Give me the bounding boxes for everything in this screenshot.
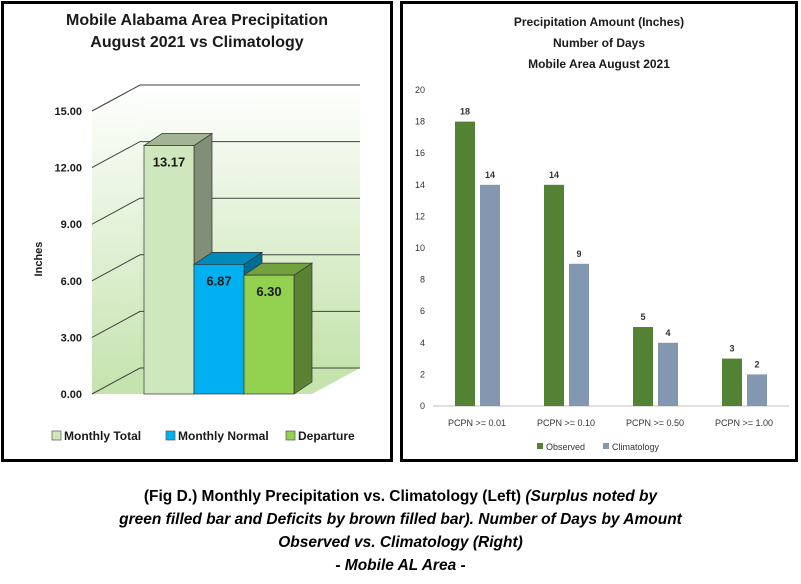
bar: 6.30 [242,262,314,395]
y-tick-label: 16 [415,148,425,158]
y-tick-label: 15.00 [54,106,82,118]
caption-line4-text: - Mobile AL Area - [335,557,466,574]
legend-label: Climatology [612,442,660,452]
bar [747,374,767,406]
left-chart: 13.17 6.87 6.30 0.00 3.00 6.00 9.00 12.00 15.00… [33,84,360,443]
bar [722,358,742,406]
legend-swatch [537,443,543,449]
bar-value-label: 14 [485,170,495,180]
y-axis-label: Inches [33,242,45,277]
right-chart-title-line1: Precipitation Amount (Inches) [513,15,685,29]
legend-label: Monthly Normal [178,429,269,443]
bar [544,184,564,406]
bar-front [193,264,245,395]
side-wall [92,85,140,394]
bar-front [143,145,195,395]
y-tick-label: 3.00 [61,332,82,344]
bar [455,121,475,406]
bar [480,184,500,406]
legend-label: Departure [298,429,355,443]
caption-line3-text: Observed vs. Climatology (Right) [278,534,523,551]
left-chart-title-line1: Mobile Alabama Area Precipitation [66,12,328,29]
x-tick-label: PCPN >= 0.50 [626,418,684,428]
bar-value-label: 4 [665,328,670,338]
gridline [91,197,360,225]
y-tick-label: 4 [420,338,425,348]
left-chart-title-line2: August 2021 vs Climatology [90,34,304,51]
legend-swatch [603,443,609,449]
right-chart-panel: Precipitation Amount (Inches) Number of … [400,1,798,462]
bar-value-label: 2 [754,359,759,369]
bar-side [293,262,313,395]
left-chart-panel: Mobile Alabama Area Precipitation August… [1,1,393,462]
bar-value-label: 6.87 [206,273,231,288]
right-chart-title-line2: Number of Days [552,36,646,50]
gridline [91,141,360,169]
bar-value-label: 9 [576,249,581,259]
y-tick-label: 20 [415,85,425,95]
y-tick-label: 10 [415,243,425,253]
legend-swatch [285,430,296,441]
y-tick-label: 8 [420,275,425,285]
right-chart: 0 2 4 6 8 10 12 14 16 18 20 18 14 PCPN >= 0.01 14 9 PCP… [415,85,789,452]
bar-value-label: 13.17 [153,155,186,170]
legend-swatch [51,430,62,441]
y-tick-label: 14 [415,180,425,190]
y-tick-label: 12.00 [54,163,82,175]
gridline [91,84,360,112]
legend-label: Observed [546,442,585,452]
bar [658,342,678,406]
bar-front [243,274,295,395]
bar-value-label: 6.30 [256,284,281,299]
bar-value-label: 5 [640,312,645,322]
legend-label: Monthly Total [64,429,141,443]
bar-value-label: 14 [549,170,559,180]
x-tick-label: PCPN >= 1.00 [715,418,773,428]
caption-line4: - Mobile AL Area - [0,557,801,575]
y-tick-label: 0.00 [61,389,82,401]
bar-value-label: 18 [460,107,470,117]
y-tick-label: 0 [420,401,425,411]
legend-swatch [165,430,176,441]
y-tick-label: 12 [415,211,425,221]
right-chart-title-line3: Mobile Area August 2021 [528,57,670,71]
bar [633,327,653,406]
caption-line2-text: green filled bar and Deficits by brown f… [119,511,682,528]
caption-line1-plain: (Fig D.) Monthly Precipitation vs. Clima… [143,488,526,505]
y-tick-label: 9.00 [61,219,82,231]
caption-line2: green filled bar and Deficits by brown f… [0,511,801,529]
y-tick-label: 6.00 [61,276,82,288]
gridline [91,254,360,282]
y-tick-label: 18 [415,117,425,127]
caption-line1-italic: (Surplus noted by [525,488,658,505]
y-tick-label: 2 [420,369,425,379]
caption-line3: Observed vs. Climatology (Right) [0,534,801,552]
y-tick-label: 6 [420,306,425,316]
x-tick-label: PCPN >= 0.01 [448,418,506,428]
x-tick-label: PCPN >= 0.10 [537,418,595,428]
bar [569,263,589,406]
caption-line1: (Fig D.) Monthly Precipitation vs. Clima… [0,488,801,506]
bar-value-label: 3 [729,344,734,354]
